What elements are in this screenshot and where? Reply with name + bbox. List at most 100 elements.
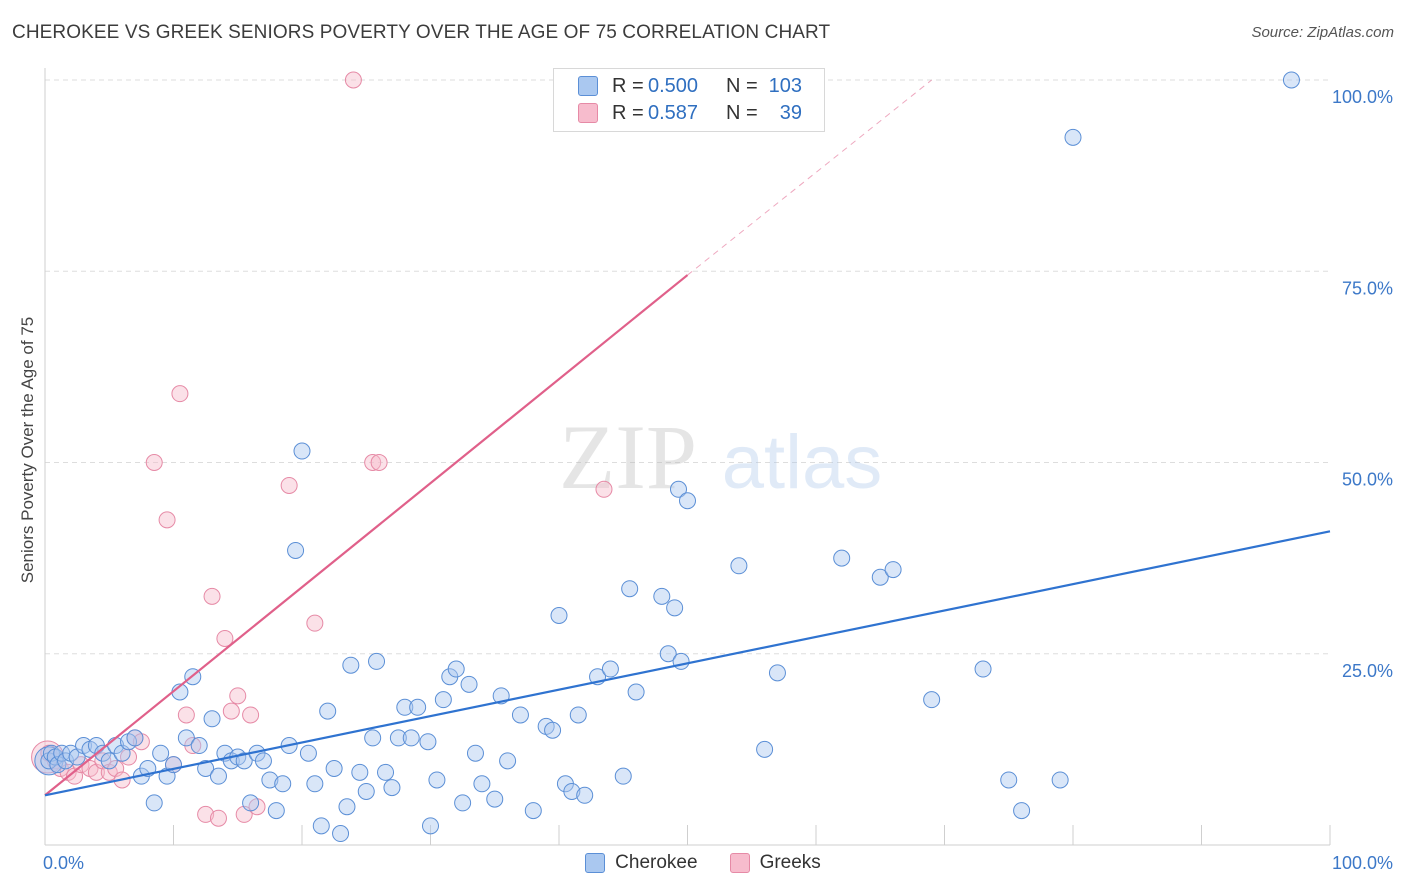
cherokee-point (974, 660, 992, 678)
cherokee-point (152, 744, 170, 762)
cherokee-point (126, 729, 144, 747)
greeks-point (370, 454, 388, 471)
cherokee-point (614, 767, 632, 785)
greeks-point (216, 629, 234, 647)
greeks-point (242, 706, 260, 724)
greeks-point (280, 476, 298, 494)
cherokee-point (679, 492, 696, 510)
cherokee-point (274, 775, 292, 793)
axes (44, 68, 1331, 846)
greeks-point (364, 454, 382, 471)
cherokee-swatch (578, 76, 598, 96)
legend-label-greeks: Greeks (759, 852, 821, 873)
trend-lines (44, 79, 1331, 797)
cherokee-point (293, 442, 311, 460)
cherokee-point (145, 794, 163, 812)
cherokee-point (332, 825, 350, 843)
greeks-point (197, 805, 215, 823)
y-tick-label: 50.0% (1342, 470, 1393, 490)
legend-n-value: 103 (768, 74, 802, 97)
cherokee-point (601, 660, 619, 678)
cherokee-point (670, 480, 688, 498)
legend-n-label: N = (726, 101, 758, 124)
cherokee-point (377, 763, 395, 781)
cherokee-point (756, 740, 774, 758)
cherokee-point (100, 752, 118, 770)
cherokee-point (209, 767, 227, 785)
cherokee-point (242, 794, 260, 812)
cherokee-point (666, 599, 684, 617)
greeks-point (171, 385, 189, 403)
cherokee-point (576, 786, 594, 804)
cherokee-point (325, 760, 343, 777)
cherokee-point (499, 752, 517, 770)
cherokee-trend-line (44, 530, 1331, 797)
legend-label-cherokee: Cherokee (615, 852, 698, 873)
cherokee-point (563, 782, 581, 800)
greeks-trend-extension (687, 79, 932, 276)
legend-row-cherokee: R = 0.500 N = 103 (578, 74, 802, 98)
series-legend: Cherokee Greeks (0, 852, 1406, 874)
cherokee-point (1000, 771, 1018, 789)
cherokee-point (419, 733, 437, 751)
cherokee-point (460, 675, 478, 693)
cherokee-point (357, 782, 375, 800)
greeks-trend-line (44, 274, 689, 797)
cherokee-point (544, 721, 562, 739)
cherokee-point (1064, 128, 1082, 146)
tick-labels: 25.0% 50.0% 75.0% 100.0% 0.0% 100.0% (43, 87, 1393, 873)
cherokee-point (177, 729, 195, 747)
cherokee-point (473, 775, 491, 793)
cherokee-point (389, 729, 407, 747)
cherokee-point (49, 756, 67, 774)
cherokee-point (428, 771, 446, 789)
greeks-point (158, 511, 176, 529)
watermark: ZIP atlas (559, 406, 882, 508)
greeks-point (344, 71, 362, 89)
cherokee-point (368, 652, 386, 670)
correlation-legend: R = 0.500 N = 103 R = 0.587 N = 39 (553, 68, 825, 132)
cherokee-point (550, 607, 568, 624)
x-tick-label: 0.0% (43, 853, 84, 873)
y-tick-label: 75.0% (1342, 278, 1393, 298)
cherokee-point (197, 760, 215, 777)
greeks-point (209, 809, 227, 827)
source-credit: Source: ZipAtlas.com (1251, 24, 1394, 41)
cherokee-point (190, 737, 208, 755)
y-axis-label: Seniors Poverty Over the Age of 75 (18, 316, 37, 584)
cherokee-point (768, 664, 786, 682)
legend-n-label: N = (726, 74, 758, 97)
cherokee-point (383, 779, 401, 797)
cherokee-point (267, 802, 285, 820)
cherokee-point (524, 802, 542, 820)
cherokee-point (254, 752, 272, 770)
cherokee-point (396, 698, 414, 716)
greeks-point (203, 587, 221, 605)
legend-r-label: R = (612, 74, 644, 97)
watermark-zip: ZIP (559, 406, 697, 508)
cherokee-point (203, 710, 221, 728)
cherokee-point (342, 656, 360, 674)
cherokee-point (447, 660, 465, 678)
cherokee-point (871, 568, 889, 586)
legend-r-value: 0.587 (648, 101, 699, 124)
cherokee-points (34, 71, 1300, 843)
grid-lines (45, 79, 1330, 655)
watermark-atlas: atlas (722, 420, 883, 505)
cherokee-point (627, 683, 645, 701)
legend-item-cherokee[interactable]: Cherokee (585, 852, 698, 874)
cherokee-point (730, 557, 748, 575)
greeks-point (595, 480, 613, 498)
greeks-point (177, 706, 195, 724)
cherokee-point (409, 698, 427, 716)
cherokee-point (569, 706, 587, 724)
cherokee-point (1013, 802, 1031, 820)
cherokee-swatch (585, 853, 606, 873)
legend-item-greeks[interactable]: Greeks (729, 852, 821, 874)
cherokee-point (653, 587, 671, 605)
cherokee-point (884, 561, 902, 579)
cherokee-point (319, 702, 337, 720)
cherokee-point (312, 817, 330, 835)
cherokee-point (422, 817, 439, 835)
